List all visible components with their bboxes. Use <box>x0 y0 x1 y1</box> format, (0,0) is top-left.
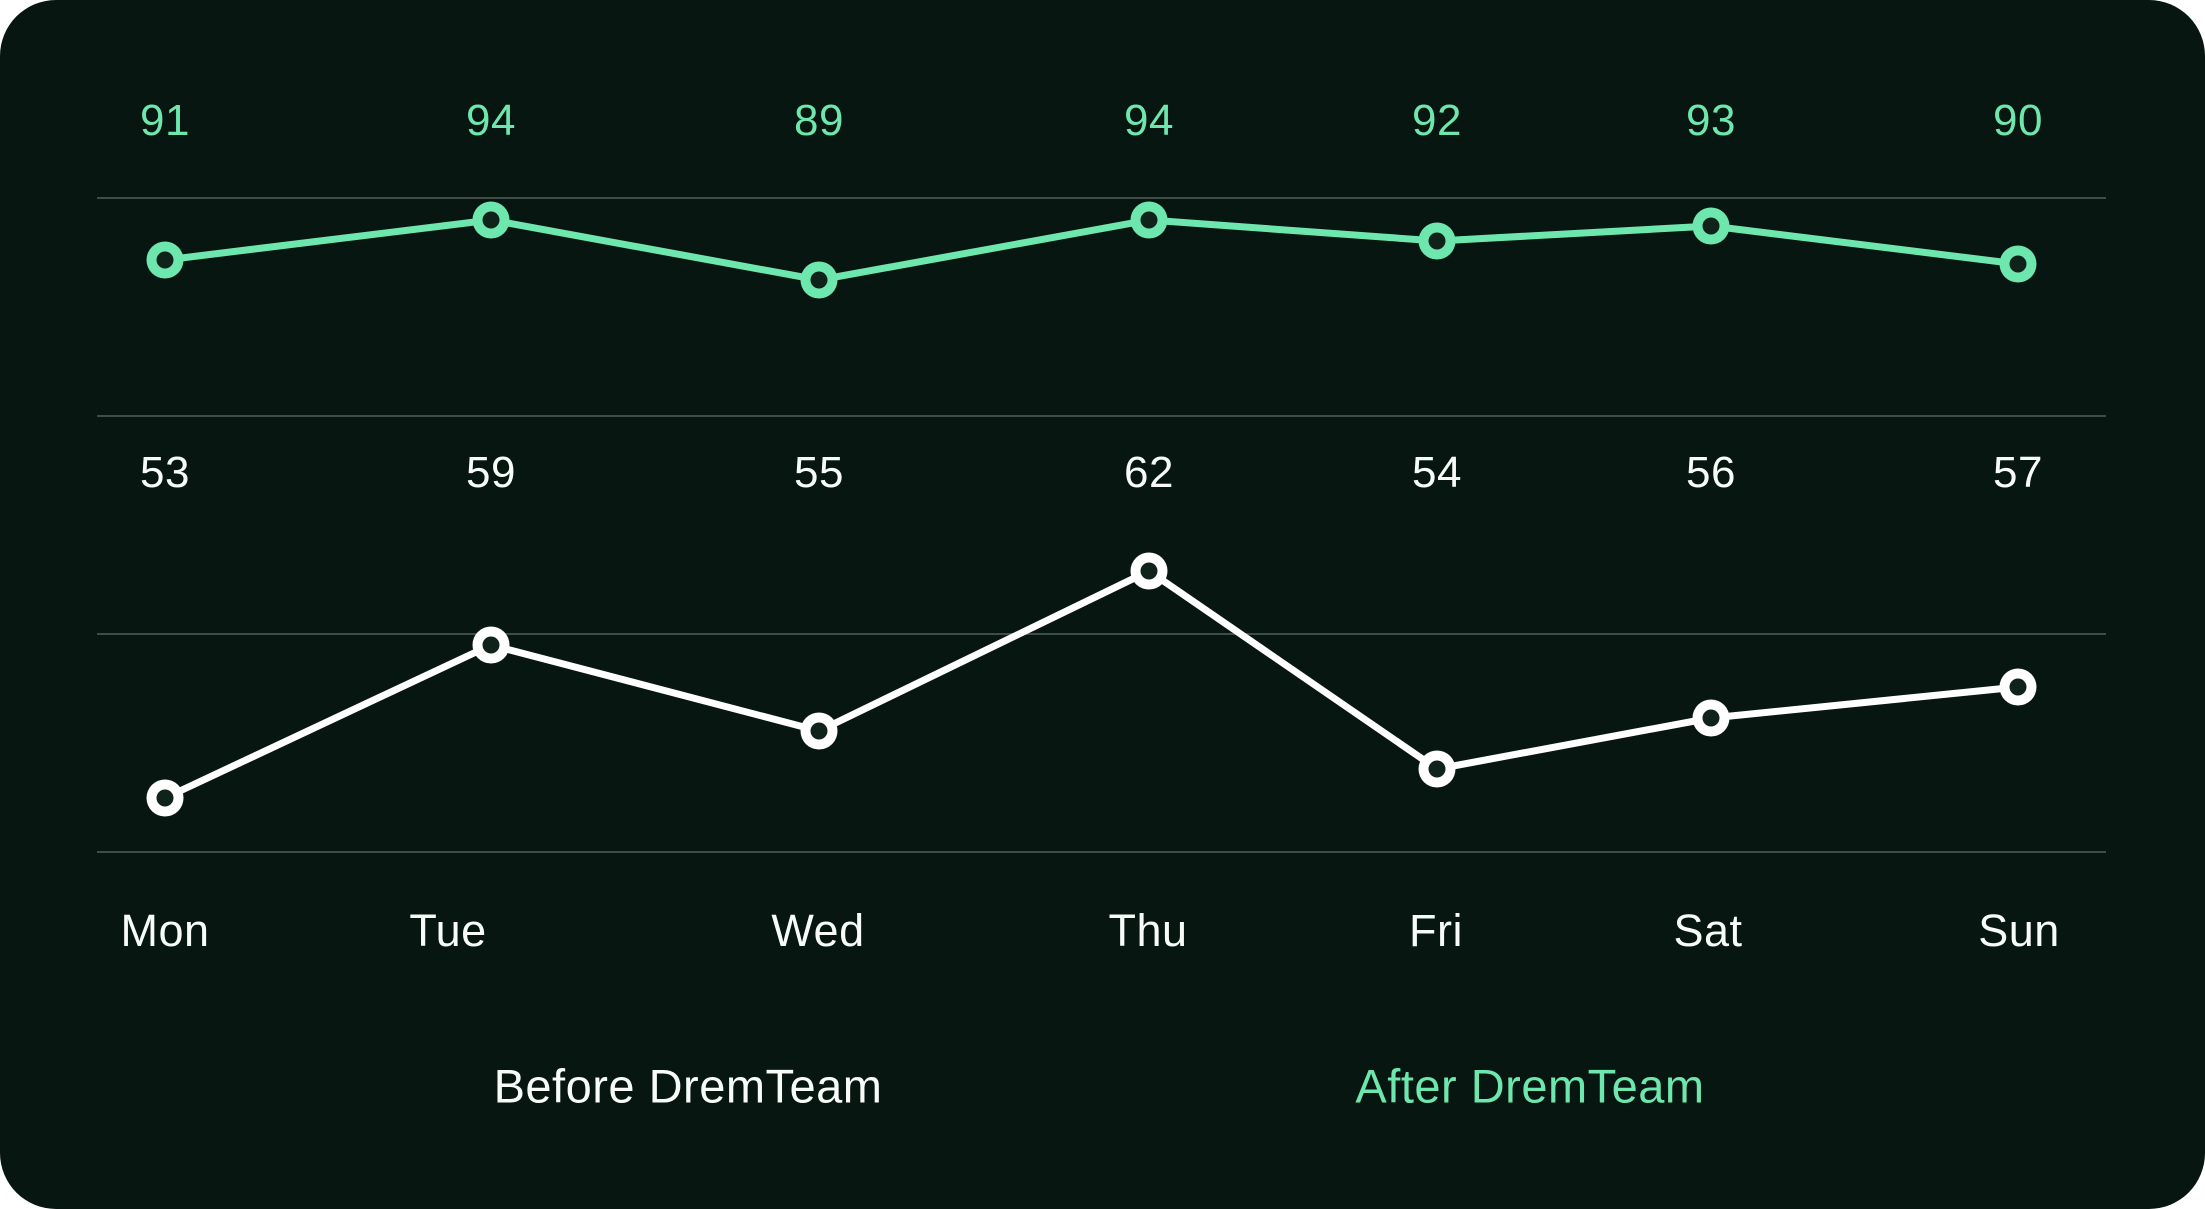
after-value-label: 89 <box>794 96 844 145</box>
before-data-point-hole <box>2009 678 2027 696</box>
before-data-point-hole <box>1702 709 1720 727</box>
gridlines <box>97 197 2106 853</box>
after-value-label: 92 <box>1412 96 1462 145</box>
before-dremteam-series <box>146 552 2037 817</box>
day-label: Wed <box>771 905 865 956</box>
before-data-point-hole <box>156 789 174 807</box>
after-value-label: 93 <box>1686 96 1736 145</box>
before-data-point-hole <box>482 636 500 654</box>
after-data-point-hole <box>156 251 174 269</box>
day-label: Fri <box>1409 905 1463 956</box>
before-data-point-hole <box>1140 562 1158 580</box>
after-value-label: 90 <box>1993 96 2043 145</box>
after-data-point-hole <box>1140 211 1158 229</box>
after-value-label: 94 <box>466 96 516 145</box>
before-data-point-hole <box>1428 760 1446 778</box>
day-label: Mon <box>120 905 210 956</box>
after-dremteam-series <box>146 201 2037 299</box>
after-data-point-hole <box>482 211 500 229</box>
before-value-label: 62 <box>1124 448 1174 497</box>
before-value-label: 53 <box>140 448 190 497</box>
before-data-line <box>161 567 2022 802</box>
day-label: Sun <box>1978 905 2060 956</box>
day-label: Tue <box>409 905 487 956</box>
legend-before-dremteam: Before DremTeam <box>493 1059 883 1113</box>
after-value-label: 91 <box>140 96 190 145</box>
before-value-label: 55 <box>794 448 844 497</box>
after-data-point-hole <box>1702 217 1720 235</box>
day-label: Thu <box>1108 905 1188 956</box>
before-value-label: 57 <box>1993 448 2043 497</box>
after-data-line <box>161 216 2022 284</box>
after-value-label: 94 <box>1124 96 1174 145</box>
before-value-label: 56 <box>1686 448 1736 497</box>
after-data-point-hole <box>810 271 828 289</box>
before-data-point-hole <box>810 722 828 740</box>
before-value-label: 59 <box>466 448 516 497</box>
after-data-point-hole <box>2009 255 2027 273</box>
legend-after-dremteam: After DremTeam <box>1355 1059 1705 1113</box>
after-data-point-hole <box>1428 232 1446 250</box>
before-value-label: 54 <box>1412 448 1462 497</box>
day-label: Sat <box>1673 905 1743 956</box>
